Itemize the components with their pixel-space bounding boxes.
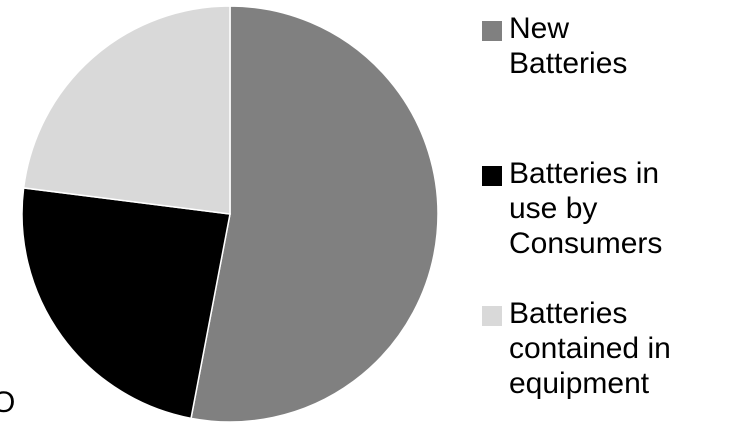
- legend-swatch-batteries-in-equipment: [482, 306, 502, 326]
- legend-swatch-new-batteries: [482, 21, 502, 41]
- pie-slice-new-batteries: [190, 5, 439, 422]
- legend-label-batteries-in-use: Batteries in use by Consumers: [509, 157, 663, 260]
- legend: New Batteries Batteries in use by Consum…: [482, 0, 727, 422]
- pie-slice-batteries-in-equipment: [22, 5, 231, 215]
- pie-slice-batteries-in-use: [21, 187, 231, 420]
- legend-item-batteries-in-equipment: Batteries contained in equipment: [482, 296, 724, 401]
- legend-swatch-batteries-in-use: [482, 166, 502, 186]
- legend-item-batteries-in-use: Batteries in use by Consumers: [482, 156, 724, 261]
- cropped-text-fragment: O: [0, 386, 14, 419]
- legend-label-batteries-in-equipment: Batteries contained in equipment: [509, 297, 671, 400]
- legend-item-new-batteries: New Batteries: [482, 11, 724, 81]
- legend-label-new-batteries: New Batteries: [509, 12, 628, 80]
